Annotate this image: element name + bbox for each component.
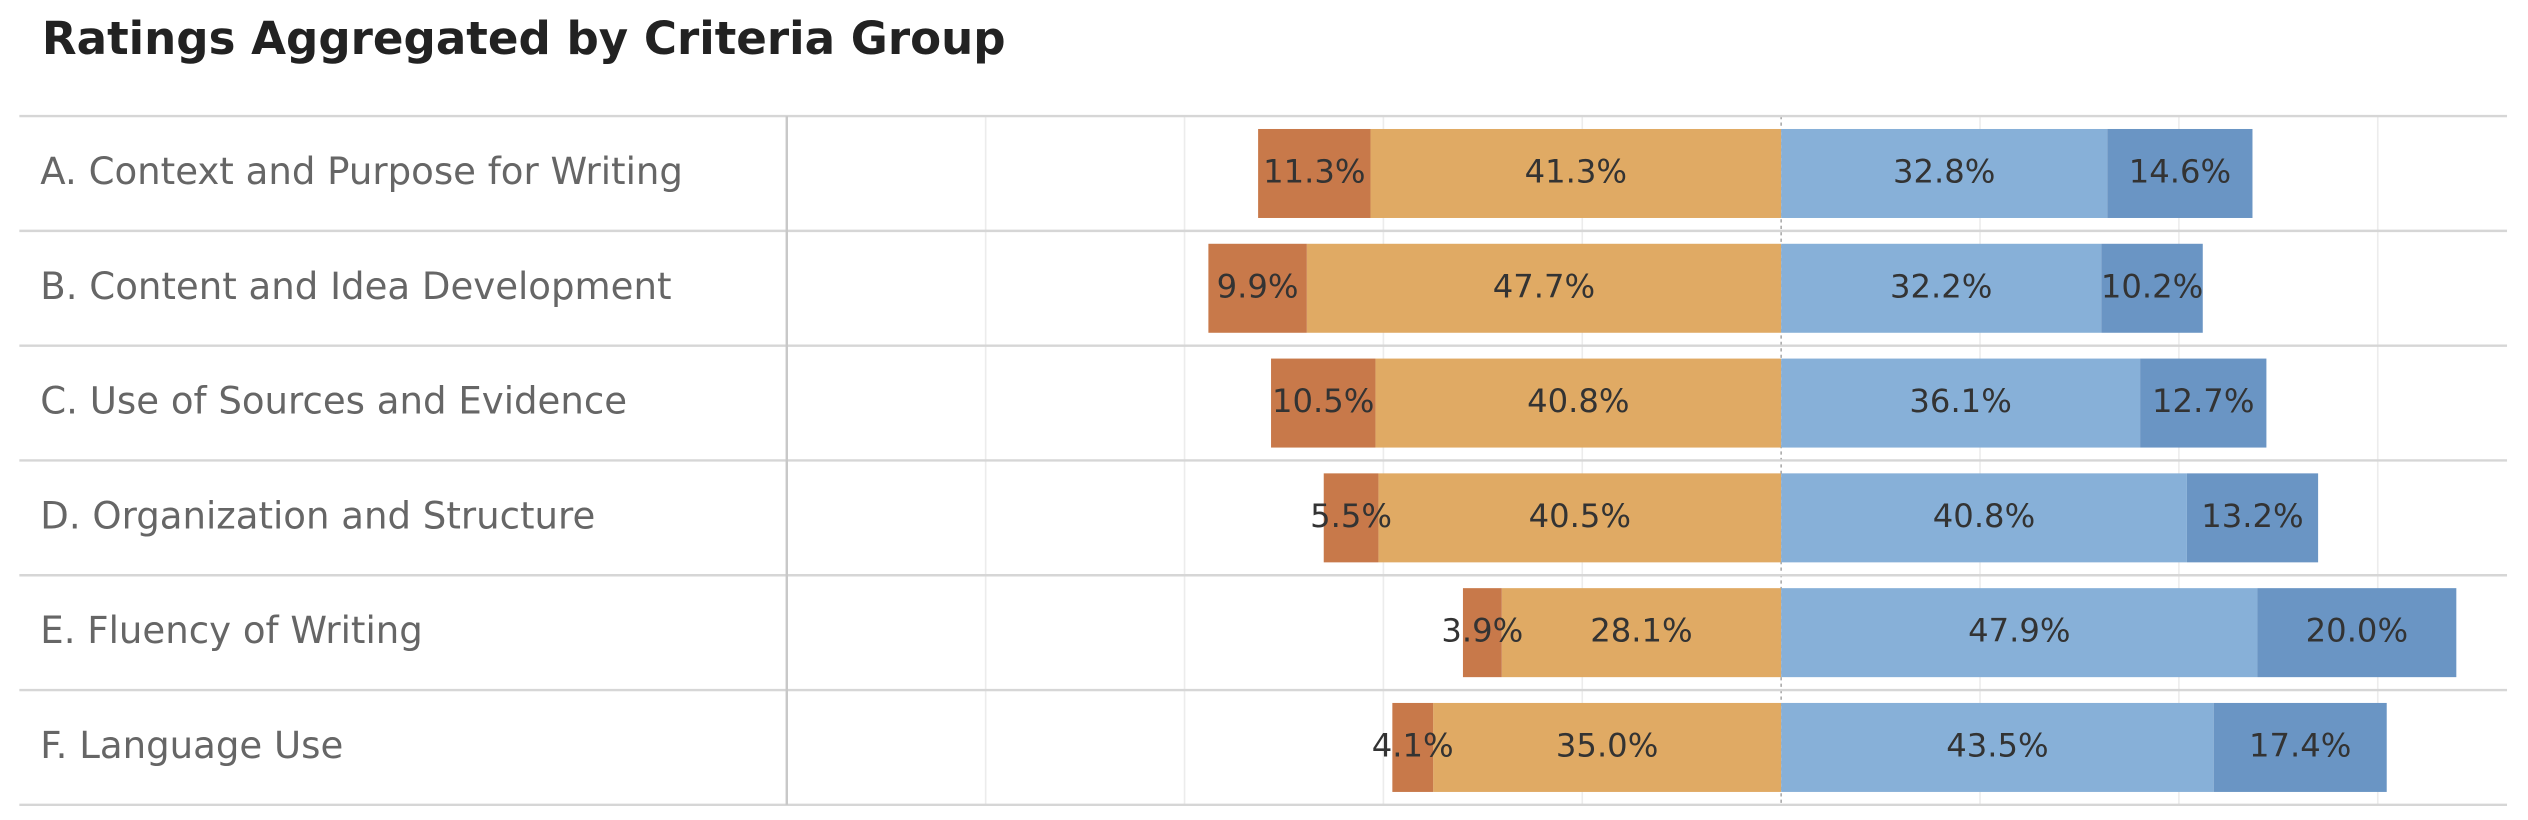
bar-segment bbox=[1781, 702, 2214, 792]
category-label: F. Language Use bbox=[40, 724, 343, 767]
category-label: E. Fluency of Writing bbox=[40, 609, 423, 652]
bar-segment bbox=[1271, 358, 1376, 448]
data-label: 10.2% bbox=[2101, 267, 2203, 305]
data-label: 35.0% bbox=[1556, 726, 1658, 764]
bar-segment bbox=[1781, 473, 2187, 563]
bar-segment bbox=[1370, 128, 1782, 218]
bar-segment bbox=[1462, 588, 1502, 678]
data-label: 32.8% bbox=[1893, 152, 1995, 190]
category-label: D. Organization and Structure bbox=[40, 494, 595, 537]
bar-segment bbox=[1501, 588, 1782, 678]
chart-title: Ratings Aggregated by Criteria Group bbox=[42, 12, 1006, 65]
data-label: 40.8% bbox=[1527, 382, 1629, 420]
bar-segment bbox=[2186, 473, 2319, 563]
bar-segment bbox=[1433, 702, 1782, 792]
data-label: 32.2% bbox=[1890, 267, 1992, 305]
bar-segment bbox=[1323, 473, 1379, 563]
bar-segment bbox=[1375, 358, 1782, 448]
data-label: 14.6% bbox=[2129, 152, 2231, 190]
category-label: A. Context and Purpose for Writing bbox=[40, 150, 683, 193]
bar-segment bbox=[2213, 702, 2387, 792]
bar-segment bbox=[2107, 128, 2253, 218]
data-label: 9.9% bbox=[1217, 267, 1299, 305]
bar-segment bbox=[2101, 243, 2203, 333]
data-label: 36.1% bbox=[1909, 382, 2011, 420]
data-label: 11.3% bbox=[1263, 152, 1365, 190]
data-label: 41.3% bbox=[1525, 152, 1627, 190]
data-label: 47.9% bbox=[1968, 612, 2070, 650]
data-label: 10.5% bbox=[1272, 382, 1374, 420]
data-label: 47.7% bbox=[1493, 267, 1595, 305]
bar-segment bbox=[1306, 243, 1782, 333]
data-label: 12.7% bbox=[2152, 382, 2254, 420]
data-label: 3.9% bbox=[1441, 612, 1523, 650]
data-label: 28.1% bbox=[1590, 612, 1692, 650]
data-label: 17.4% bbox=[2249, 726, 2351, 764]
data-label: 13.2% bbox=[2201, 497, 2303, 535]
bar-segment bbox=[2140, 358, 2267, 448]
category-label: B. Content and Idea Development bbox=[40, 265, 671, 308]
data-label: 40.8% bbox=[1933, 497, 2035, 535]
category-label: C. Use of Sources and Evidence bbox=[40, 380, 627, 423]
bar-segment bbox=[1781, 243, 2102, 333]
bar-segment bbox=[1378, 473, 1782, 563]
bar-segment bbox=[1208, 243, 1307, 333]
data-label: 43.5% bbox=[1946, 726, 2048, 764]
bar-segment bbox=[1781, 588, 2258, 678]
bar-segment bbox=[1781, 128, 2108, 218]
data-label: 20.0% bbox=[2306, 612, 2408, 650]
bar-segment bbox=[1781, 358, 2141, 448]
data-label: 4.1% bbox=[1372, 726, 1454, 764]
data-label: 5.5% bbox=[1310, 497, 1392, 535]
data-label: 40.5% bbox=[1529, 497, 1631, 535]
bar-segment bbox=[2257, 588, 2457, 678]
bar-segment bbox=[1392, 702, 1434, 792]
bar-segment bbox=[1258, 128, 1371, 218]
